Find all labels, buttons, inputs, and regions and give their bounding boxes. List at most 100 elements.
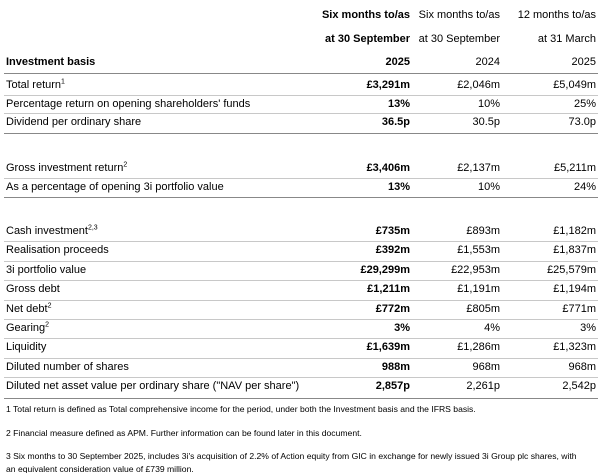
row-label: Diluted number of shares [6, 358, 129, 377]
label-text: Net debt [6, 302, 48, 315]
footnote: 2 Financial measure defined as APM. Furt… [6, 428, 362, 438]
value: 4% [484, 322, 500, 334]
separator [4, 338, 598, 339]
separator [4, 377, 598, 378]
value: 2,857p [375, 380, 410, 393]
column-header: at 30 September [418, 33, 500, 45]
value: 968m [472, 360, 500, 373]
label-text: Liquidity [6, 341, 47, 354]
value: £1,837m [553, 244, 596, 257]
value: 13% [387, 97, 410, 110]
value: £771m [562, 302, 596, 315]
note-ref: 2 [123, 161, 128, 169]
value: £2,137m [457, 162, 500, 174]
column-header: Six months to/as [321, 9, 410, 21]
separator [4, 358, 598, 359]
separator [4, 398, 598, 399]
note-ref: 1 [61, 78, 65, 86]
value: £1,639m [366, 341, 410, 354]
value: 968m [568, 360, 596, 373]
value: 73.0p [568, 116, 596, 128]
value: £1,286m [457, 341, 500, 354]
value: £3,406m [366, 162, 410, 174]
value: £1,211m [367, 283, 410, 296]
value: £1,182m [553, 225, 596, 237]
label-text: Cash investment [6, 225, 88, 237]
basis-label: Investment basis [6, 56, 96, 68]
label-text: Gearing [6, 322, 46, 334]
value: 10% [477, 97, 500, 110]
value: £3,291m [366, 79, 410, 91]
row-label: Gross investment return2 [6, 159, 127, 178]
value: 30.5p [472, 116, 500, 128]
note-ref: 2,3 [87, 224, 98, 232]
value: £1,323m [553, 341, 596, 354]
value: 2,542p [562, 380, 596, 393]
value: £5,211m [554, 162, 596, 174]
label-text: As a percentage of opening 3i portfolio … [6, 180, 224, 193]
row-label: Diluted net asset value per ordinary sha… [6, 377, 299, 396]
value: 3% [394, 322, 410, 334]
row-label: Percentage return on opening shareholder… [6, 95, 250, 114]
value: £735m [375, 225, 410, 237]
row-label: Liquidity [6, 338, 46, 357]
value: £22,953m [451, 263, 500, 276]
separator [4, 241, 598, 242]
value: £1,194m [553, 283, 596, 296]
value: £772m [375, 302, 410, 315]
column-header: at 31 March [537, 33, 596, 45]
note-ref: 2 [47, 301, 52, 309]
separator [4, 95, 598, 96]
row-label: Gearing2 [6, 319, 49, 338]
label-text: Diluted number of shares [6, 360, 129, 373]
row-label: Cash investment2,3 [6, 222, 98, 241]
separator [4, 319, 598, 320]
separator [4, 133, 598, 134]
value: £392m [375, 244, 410, 257]
row-label: Total return1 [6, 76, 65, 95]
value: 2,261p [466, 380, 500, 393]
label-text: Gross investment return [6, 162, 124, 174]
row-label: Realisation proceeds [6, 241, 109, 260]
value: 36.5p [381, 116, 410, 128]
separator [4, 73, 598, 74]
label-text: Gross debt [6, 283, 60, 296]
value: £805m [466, 302, 500, 315]
column-year: 2025 [385, 56, 410, 68]
value: 988m [381, 360, 410, 373]
value: 3% [580, 322, 596, 334]
column-header: Six months to/as [418, 9, 500, 21]
label-text: Total return [6, 79, 62, 91]
separator [4, 261, 598, 262]
separator [4, 300, 598, 301]
column-header: 12 months to/as [517, 9, 596, 21]
value: 10% [477, 180, 500, 193]
value: 24% [573, 180, 596, 193]
footnote: 1 Total return is defined as Total compr… [6, 404, 476, 414]
column-year: 2025 [571, 56, 596, 68]
value: £25,579m [547, 263, 596, 276]
value: £1,191m [457, 283, 500, 296]
value: £5,049m [553, 79, 596, 91]
row-label: Net debt2 [6, 300, 52, 319]
label-text: Dividend per ordinary share [6, 116, 142, 128]
value: 13% [387, 180, 410, 193]
value: £29,299m [360, 263, 410, 276]
note-ref: 2 [45, 321, 50, 329]
label-text: Diluted net asset value per ordinary sha… [6, 380, 300, 393]
separator [4, 197, 598, 198]
separator [4, 178, 598, 179]
value: £2,046m [457, 79, 500, 91]
separator [4, 280, 598, 281]
row-label: 3i portfolio value [6, 261, 86, 280]
row-label: As a percentage of opening 3i portfolio … [6, 178, 224, 197]
label-text: 3i portfolio value [6, 263, 87, 276]
value: £1,553m [457, 244, 500, 257]
row-label: Gross debt [6, 280, 60, 299]
value: 25% [573, 97, 596, 110]
label-text: Percentage return on opening shareholder… [6, 97, 251, 110]
label-text: Realisation proceeds [6, 244, 109, 257]
column-header: at 30 September [325, 33, 410, 45]
footnote: 3 Six months to 30 September 2025, inclu… [6, 451, 577, 473]
